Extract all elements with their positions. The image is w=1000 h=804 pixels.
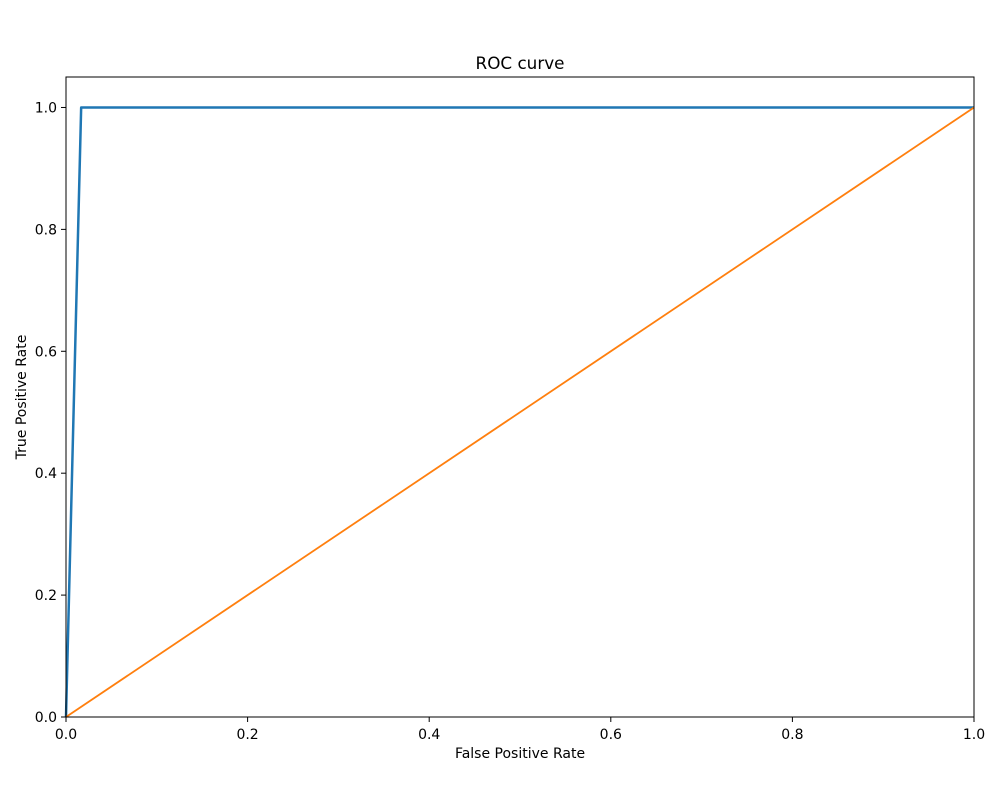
y-tick-label: 1.0 xyxy=(35,100,57,116)
x-tick-label: 1.0 xyxy=(963,727,985,743)
ticks-layer: 0.0 0.2 0.4 0.6 0.8 1.0 0.0 0.2 0.4 0.6 0.8 1.0 xyxy=(35,100,985,743)
series-line-2 xyxy=(65,106,975,718)
x-tick-label: 0.4 xyxy=(418,727,440,743)
y-tick-label: 0.4 xyxy=(35,466,57,482)
chart-title: ROC curve xyxy=(476,53,565,73)
x-tick-label: 0.0 xyxy=(55,727,77,743)
x-tick-label: 0.2 xyxy=(236,727,258,743)
x-tick-label: 0.6 xyxy=(600,727,622,743)
y-axis-label: True Positive Rate xyxy=(14,335,30,461)
series-layer xyxy=(64,106,975,718)
y-tick-label: 0.2 xyxy=(35,588,57,604)
y-tick-label: 0.0 xyxy=(35,710,57,726)
x-tick-label: 0.8 xyxy=(781,727,803,743)
plot-frame xyxy=(65,76,975,718)
x-axis-label: False Positive Rate xyxy=(455,746,585,762)
series-line-1 xyxy=(64,106,974,718)
y-tick-label: 0.8 xyxy=(35,222,57,238)
y-tick-label: 0.6 xyxy=(35,344,57,360)
